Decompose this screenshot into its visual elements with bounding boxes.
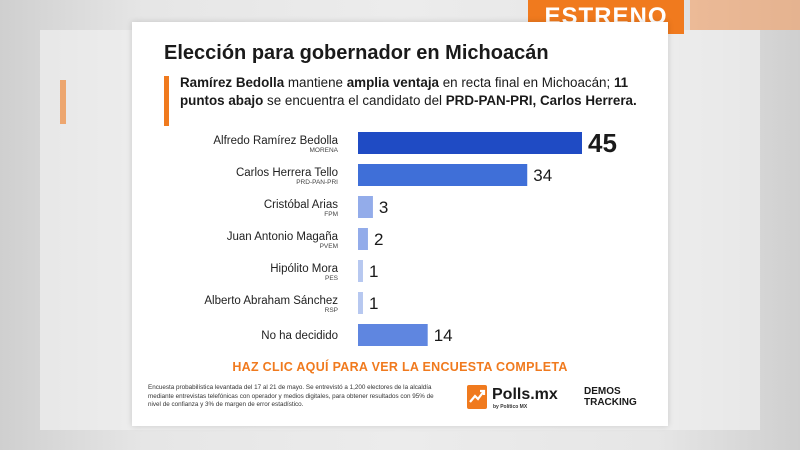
- lead-part-2: mantiene: [284, 75, 347, 90]
- lead-part-3: amplia ventaja: [346, 75, 440, 90]
- party-label: PRD-PAN-PRI: [296, 179, 338, 186]
- chart-title: Elección para gobernador en Michoacán: [164, 42, 549, 64]
- value-label: 3: [379, 198, 388, 217]
- value-label: 2: [374, 230, 383, 249]
- party-label: RSP: [325, 307, 338, 314]
- background-tag: [690, 0, 800, 30]
- party-label: FPM: [324, 211, 338, 218]
- lead-part-5: 11 puntos abajo: [180, 75, 629, 108]
- candidate-label: Hipólito Mora: [270, 263, 338, 275]
- candidate-label: Alfredo Ramírez Bedolla: [213, 135, 338, 147]
- polls-wordmark: Polls.mx: [492, 386, 558, 403]
- tracking-line-1: DEMOS: [584, 386, 621, 397]
- bar: [358, 164, 528, 186]
- tracking-line-2: TRACKING: [584, 397, 637, 408]
- bar: [358, 196, 373, 218]
- party-label: PES: [325, 275, 339, 282]
- lead-part-1: Ramírez Bedolla: [180, 75, 285, 90]
- candidate-label: Juan Antonio Magaña: [227, 231, 339, 243]
- value-label: 45: [588, 128, 617, 158]
- party-label: MORENA: [309, 147, 338, 154]
- bar: [358, 292, 363, 314]
- full-survey-link[interactable]: HAZ CLIC AQUÍ PARA VER LA ENCUESTA COMPL…: [232, 360, 568, 374]
- lead-part-7: PRD-PAN-PRI, Carlos Herrera.: [445, 92, 637, 108]
- bar: [358, 132, 582, 154]
- party-label: PVEM: [320, 243, 338, 250]
- value-label: 14: [434, 326, 453, 345]
- demos-tracking-logo: DEMOS TRACKING: [584, 386, 654, 416]
- background-accent: [60, 80, 66, 124]
- value-label: 1: [369, 294, 378, 313]
- value-label: 1: [369, 262, 378, 281]
- bar: [358, 260, 363, 282]
- lead-accent-bar: [164, 76, 169, 126]
- lead-part-6: se encuentra el candidato del: [263, 92, 446, 108]
- lead-part-4: en recta final en Michoacán;: [439, 75, 614, 90]
- candidate-label: Cristóbal Arias: [264, 199, 338, 211]
- bar: [358, 324, 428, 346]
- bar: [358, 228, 368, 250]
- value-label: 34: [533, 166, 552, 185]
- methodology-note: Encuesta probabilística levantada del 17…: [148, 384, 434, 408]
- polls-byline: by Político MX: [493, 404, 528, 410]
- lead-text: Ramírez Bedolla mantiene amplia ventaja …: [180, 74, 650, 109]
- chart-arrow-icon: [467, 385, 487, 409]
- candidate-label: No ha decidido: [261, 330, 338, 342]
- candidate-label: Carlos Herrera Tello: [236, 167, 338, 179]
- polls-mx-logo: Polls.mx by Político MX: [466, 384, 576, 414]
- poll-card: Elección para gobernador en Michoacán Ra…: [132, 22, 668, 426]
- candidate-label: Alberto Abraham Sánchez: [204, 295, 338, 307]
